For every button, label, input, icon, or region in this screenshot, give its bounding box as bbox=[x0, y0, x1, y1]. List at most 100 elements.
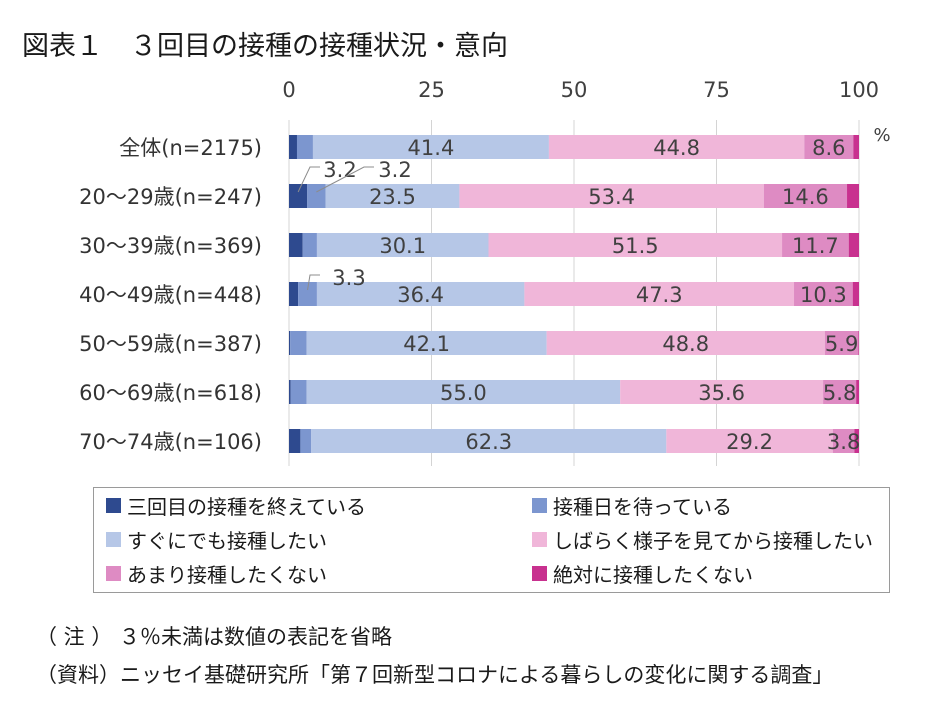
data-label: 3.2 bbox=[323, 158, 356, 182]
bar-segment bbox=[459, 184, 764, 208]
bar-segment bbox=[296, 135, 313, 159]
bar-segment bbox=[300, 429, 312, 453]
legend-swatch bbox=[532, 531, 547, 547]
bar-segment bbox=[312, 135, 549, 159]
legend-label: しばらく様子を見てから接種したい bbox=[553, 528, 873, 553]
source-note: （資料）ニッセイ基礎研究所「第７回新型コロナによる暮らしの変化に関する調査」 bbox=[36, 663, 834, 687]
footnote: （ 注 ） ３％未満は数値の表記を省略 bbox=[36, 625, 393, 649]
data-label: 55.0 bbox=[440, 381, 487, 405]
bar-segment bbox=[316, 233, 489, 257]
x-tick-label: 25 bbox=[418, 78, 445, 102]
x-unit-label: % bbox=[873, 125, 890, 146]
data-label: 23.5 bbox=[369, 185, 416, 209]
data-label: 3.8 bbox=[827, 430, 860, 454]
x-tick-label: 0 bbox=[282, 78, 295, 102]
data-label: 44.8 bbox=[653, 136, 700, 160]
bar-segment bbox=[307, 184, 326, 208]
legend-item: しばらく様子を見てから接種したい bbox=[532, 524, 873, 554]
x-tick-label: 75 bbox=[703, 78, 730, 102]
bar-segment bbox=[306, 331, 547, 355]
bar-segment bbox=[620, 380, 824, 404]
legend-item: あまり接種したくない bbox=[106, 558, 327, 588]
bar-segment bbox=[290, 380, 307, 404]
bar-segment bbox=[488, 233, 783, 257]
data-label: 11.7 bbox=[792, 234, 839, 258]
legend: 三回目の接種を終えている 接種日を待っているすぐにでも接種したい しばらく様子を見て… bbox=[93, 487, 890, 593]
data-label: 3.2 bbox=[378, 158, 411, 182]
data-label: 5.8 bbox=[823, 381, 856, 405]
legend-item: 三回目の接種を終えている bbox=[106, 490, 366, 520]
category-label: 30～39歳(n=369) bbox=[79, 234, 262, 258]
bar-segment bbox=[548, 135, 805, 159]
data-label-leader bbox=[307, 274, 320, 291]
bar-segment bbox=[289, 380, 291, 404]
data-label: 42.1 bbox=[403, 332, 450, 356]
data-label: 62.3 bbox=[465, 430, 512, 454]
legend-label: 三回目の接種を終えている bbox=[127, 494, 366, 519]
bar-segment bbox=[763, 184, 848, 208]
bar-segment bbox=[852, 282, 859, 306]
bar-segment bbox=[316, 282, 525, 306]
data-label: 3.3 bbox=[332, 266, 365, 290]
legend-item: 絶対に接種したくない bbox=[532, 558, 753, 588]
data-label: 41.4 bbox=[408, 136, 455, 160]
bar-segment bbox=[289, 184, 308, 208]
data-label-leader bbox=[316, 166, 374, 193]
bar-segment bbox=[325, 184, 460, 208]
legend-label: すぐにでも接種したい bbox=[127, 528, 327, 553]
bar-segment bbox=[854, 429, 859, 453]
data-label: 14.6 bbox=[782, 185, 829, 209]
bar-segment bbox=[782, 233, 849, 257]
bar-segment bbox=[804, 135, 854, 159]
bar-segment bbox=[832, 429, 855, 453]
category-label: 20～29歳(n=247) bbox=[79, 185, 262, 209]
data-label: 51.5 bbox=[612, 234, 659, 258]
category-label: 70～74歳(n=106) bbox=[79, 430, 262, 454]
data-label: 47.3 bbox=[636, 283, 683, 307]
data-label: 10.3 bbox=[800, 283, 847, 307]
bar-segment bbox=[289, 331, 291, 355]
bar-segment bbox=[823, 380, 857, 404]
bar-segment bbox=[298, 282, 317, 306]
data-label: 35.6 bbox=[698, 381, 745, 405]
legend-label: あまり接種したくない bbox=[127, 562, 327, 587]
bar-segment bbox=[524, 282, 795, 306]
bar-segment bbox=[302, 233, 317, 257]
legend-swatch bbox=[106, 565, 121, 581]
legend-item: すぐにでも接種したい bbox=[106, 524, 327, 554]
bar-segment bbox=[306, 380, 621, 404]
bar-segment bbox=[858, 331, 859, 355]
category-label: 50～59歳(n=387) bbox=[79, 332, 262, 356]
legend-item: 接種日を待っている bbox=[532, 490, 732, 520]
bar-segment bbox=[848, 233, 859, 257]
plot-area: 0 25 50 75 100% 全体(n=2175) 20～29歳(n=247) 30～39歳… bbox=[79, 78, 891, 466]
legend-swatch bbox=[532, 497, 547, 513]
legend-label: 絶対に接種したくない bbox=[553, 562, 753, 587]
data-label-leader bbox=[297, 166, 320, 193]
data-label: 30.1 bbox=[379, 234, 426, 258]
bar-segment bbox=[311, 429, 667, 453]
category-label: 60～69歳(n=618) bbox=[79, 381, 262, 405]
legend-label: 接種日を待っている bbox=[553, 494, 732, 519]
bar-segment bbox=[289, 429, 301, 453]
bar-segment bbox=[794, 282, 853, 306]
x-tick-label: 50 bbox=[561, 78, 588, 102]
bar-segment bbox=[289, 282, 299, 306]
bar-segment bbox=[290, 331, 307, 355]
data-label: 48.8 bbox=[662, 332, 709, 356]
legend-swatch bbox=[106, 531, 121, 547]
bar-segment bbox=[824, 331, 859, 355]
bar-segment bbox=[666, 429, 833, 453]
category-label: 全体(n=2175) bbox=[119, 136, 262, 160]
data-label: 36.4 bbox=[397, 283, 444, 307]
legend-swatch bbox=[106, 497, 121, 513]
bar-segment bbox=[847, 184, 859, 208]
bar-segment bbox=[289, 233, 303, 257]
data-label: 5.9 bbox=[825, 332, 858, 356]
data-label: 29.2 bbox=[726, 430, 773, 454]
chart-title: 図表１ ３回目の接種の接種状況・意向 bbox=[22, 31, 508, 62]
bar-segment bbox=[289, 135, 297, 159]
data-label: 8.6 bbox=[812, 136, 845, 160]
bar-segment bbox=[546, 331, 825, 355]
